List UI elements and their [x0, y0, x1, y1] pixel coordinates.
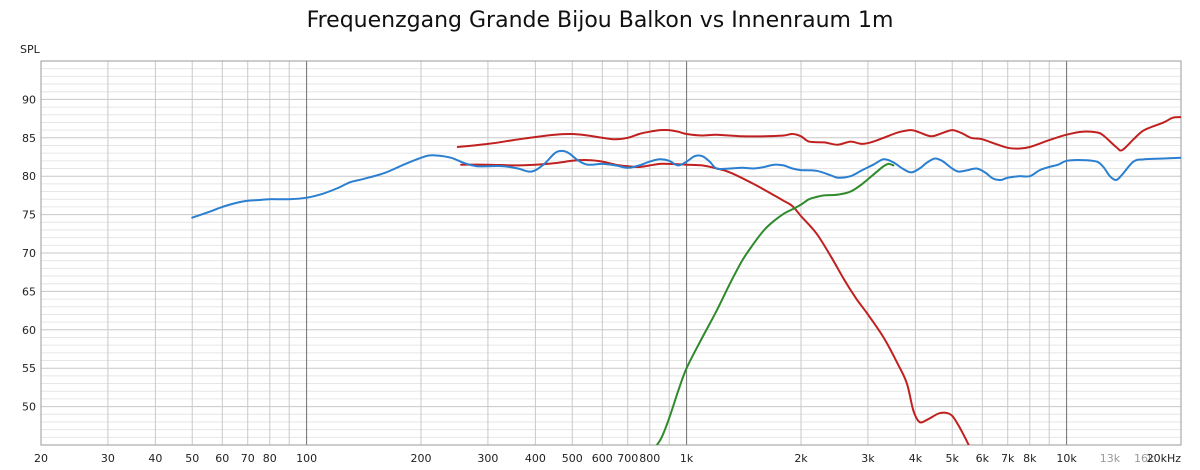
- series-layer: [191, 116, 1181, 445]
- x-tick-label: 5k: [946, 452, 960, 465]
- series-line-1: [456, 116, 1181, 152]
- x-tick-label: 200: [411, 452, 432, 465]
- x-tick-label: 16k: [1134, 452, 1155, 465]
- x-tick-label: 2k: [794, 452, 808, 465]
- y-tick-label: 75: [22, 209, 36, 222]
- y-axis-label: SPL: [20, 43, 41, 56]
- x-tick-label: 4k: [909, 452, 923, 465]
- y-tick-labels: 90 85 80 75 70 65 60 55 50: [22, 93, 36, 413]
- x-tick-label: 80: [263, 452, 277, 465]
- y-tick-label: 85: [22, 132, 36, 145]
- x-tick-label: 13k: [1100, 452, 1121, 465]
- y-tick-label: 50: [22, 401, 36, 414]
- x-tick-label: 30: [101, 452, 115, 465]
- series-line-3: [191, 149, 1181, 219]
- x-tick-label: 10k: [1056, 452, 1077, 465]
- y-tick-label: 55: [22, 362, 36, 375]
- x-tick-label: 50: [185, 452, 199, 465]
- y-tick-label: 80: [22, 170, 36, 183]
- x-tick-label: 60: [215, 452, 229, 465]
- x-tick-label: 20kHz: [1147, 452, 1182, 465]
- chart-title: Frequenzgang Grande Bijou Balkon vs Inne…: [306, 8, 894, 33]
- x-tick-labels: 20 30 40 50 60 70 80 100 200 300 400 500 600 700 800 1k…: [34, 452, 1181, 465]
- x-tick-label: 8k: [1023, 452, 1037, 465]
- x-tick-label: 300: [477, 452, 498, 465]
- series-line-2: [460, 159, 970, 445]
- x-tick-label: 7k: [1001, 452, 1015, 465]
- grid-minor: [41, 61, 1181, 445]
- x-tick-label: 6k: [976, 452, 990, 465]
- x-tick-label: 70: [241, 452, 255, 465]
- y-tick-label: 60: [22, 324, 36, 337]
- x-tick-label: 1k: [680, 452, 694, 465]
- plot-frame: [40, 60, 1182, 446]
- y-tick-label: 90: [22, 93, 36, 106]
- x-tick-label: 400: [525, 452, 546, 465]
- x-tick-label: 3k: [861, 452, 875, 465]
- series-line-4: [655, 162, 895, 445]
- x-tick-label: 20: [34, 452, 48, 465]
- x-tick-label: 700: [617, 452, 638, 465]
- x-tick-label: 600: [592, 452, 613, 465]
- x-tick-label: 500: [562, 452, 583, 465]
- y-tick-label: 70: [22, 247, 36, 260]
- y-tick-label: 65: [22, 285, 36, 298]
- grid-major: [41, 61, 1181, 445]
- x-tick-label: 800: [639, 452, 660, 465]
- x-tick-label: 100: [296, 452, 317, 465]
- x-tick-label: 40: [148, 452, 162, 465]
